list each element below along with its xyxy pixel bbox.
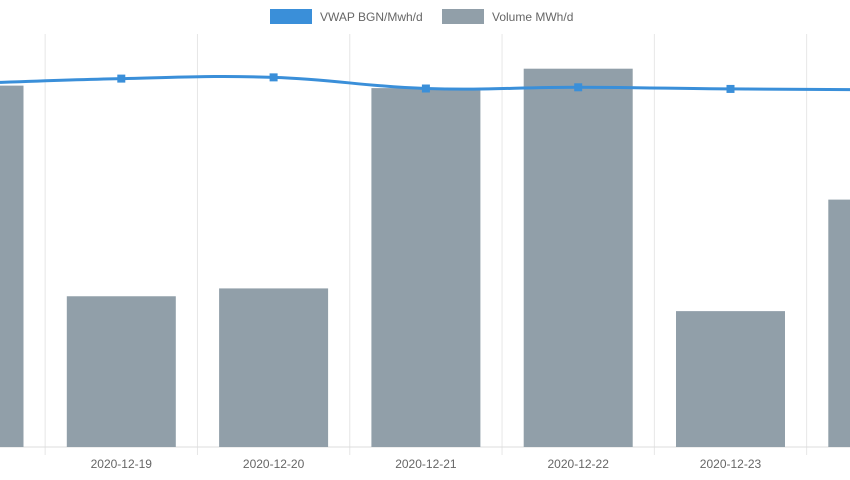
point-vwap-2020-12-23[interactable] — [726, 84, 735, 93]
legend-swatch-vwap[interactable] — [270, 9, 312, 24]
x-tick-label: 2020-12-21 — [395, 457, 457, 471]
bar-volume-2020-12-24[interactable] — [828, 199, 850, 447]
line-series — [0, 73, 850, 93]
x-tick-label: 2020-12-22 — [548, 457, 610, 471]
point-vwap-2020-12-22[interactable] — [574, 83, 583, 92]
bars — [0, 68, 850, 447]
x-tick-label: 2020-12-23 — [700, 457, 762, 471]
legend-label-vwap[interactable]: VWAP BGN/Mwh/d — [320, 10, 423, 24]
bar-volume-2020-12-18[interactable] — [0, 85, 24, 447]
point-vwap-2020-12-21[interactable] — [421, 84, 430, 93]
point-vwap-2020-12-19[interactable] — [117, 74, 126, 83]
x-tick-label: 2020-12-19 — [91, 457, 153, 471]
legend-label-volume[interactable]: Volume MWh/d — [492, 10, 573, 24]
bar-volume-2020-12-19[interactable] — [66, 296, 176, 447]
bar-volume-2020-12-20[interactable] — [219, 288, 329, 447]
bar-volume-2020-12-21[interactable] — [371, 88, 481, 447]
x-axis-ticks: 2020-12-182020-12-192020-12-202020-12-21… — [0, 457, 762, 471]
bar-volume-2020-12-22[interactable] — [523, 68, 633, 447]
x-tick-label: 2020-12-20 — [243, 457, 305, 471]
legend: VWAP BGN/Mwh/d Volume MWh/d — [270, 9, 573, 24]
legend-swatch-volume[interactable] — [442, 9, 484, 24]
point-vwap-2020-12-20[interactable] — [269, 73, 278, 82]
bar-volume-2020-12-23[interactable] — [676, 311, 785, 447]
